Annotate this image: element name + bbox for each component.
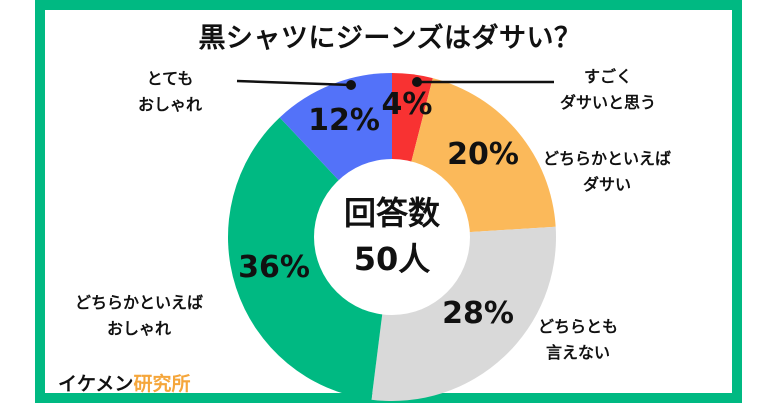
label-neutral: どちらとも 言えない bbox=[538, 314, 618, 366]
pct-somewhat-uncool: 20% bbox=[447, 137, 519, 172]
label-somewhat-stylish: どちらかといえば おしゃれ bbox=[75, 290, 203, 342]
label-very-stylish: とても おしゃれ bbox=[138, 66, 202, 118]
label-very-stylish-line1: とても bbox=[146, 69, 194, 88]
callout-dot-very-stylish bbox=[346, 80, 356, 90]
label-very-uncool: すごく ダサいと思う bbox=[560, 64, 656, 116]
label-somewhat-uncool-line1: どちらかといえば bbox=[543, 149, 672, 168]
label-very-uncool-line2: ダサいと思う bbox=[560, 93, 657, 112]
label-somewhat-uncool-line2: ダサい bbox=[583, 175, 632, 194]
pct-neutral: 28% bbox=[442, 296, 514, 331]
callout-line-very-stylish bbox=[236, 79, 352, 87]
center-label-title: 回答数 bbox=[344, 194, 441, 232]
pct-somewhat-stylish: 36% bbox=[238, 250, 310, 285]
brand-logo: イケメン研究所 bbox=[58, 369, 190, 396]
label-neutral-line1: どちらとも bbox=[538, 317, 619, 336]
label-somewhat-stylish-line1: どちらかといえば bbox=[75, 293, 204, 312]
donut-hole bbox=[314, 159, 470, 315]
brand-name-part2: 研究所 bbox=[133, 373, 191, 395]
label-very-stylish-line2: おしゃれ bbox=[138, 95, 203, 114]
pct-very-stylish: 12% bbox=[308, 103, 380, 138]
label-somewhat-uncool: どちらかといえば ダサい bbox=[543, 146, 671, 198]
pct-very-uncool: 4% bbox=[382, 87, 433, 122]
chart-title: 黒シャツにジーンズはダサい？ bbox=[198, 23, 582, 54]
label-very-uncool-line1: すごく bbox=[584, 67, 633, 86]
callout-dot-very-uncool bbox=[412, 77, 422, 87]
donut-slice bbox=[228, 117, 392, 400]
label-somewhat-stylish-line2: おしゃれ bbox=[107, 319, 172, 338]
label-neutral-line2: 言えない bbox=[546, 343, 611, 362]
brand-name-part1: イケメン bbox=[58, 373, 134, 395]
center-label-count: 50人 bbox=[354, 240, 431, 278]
